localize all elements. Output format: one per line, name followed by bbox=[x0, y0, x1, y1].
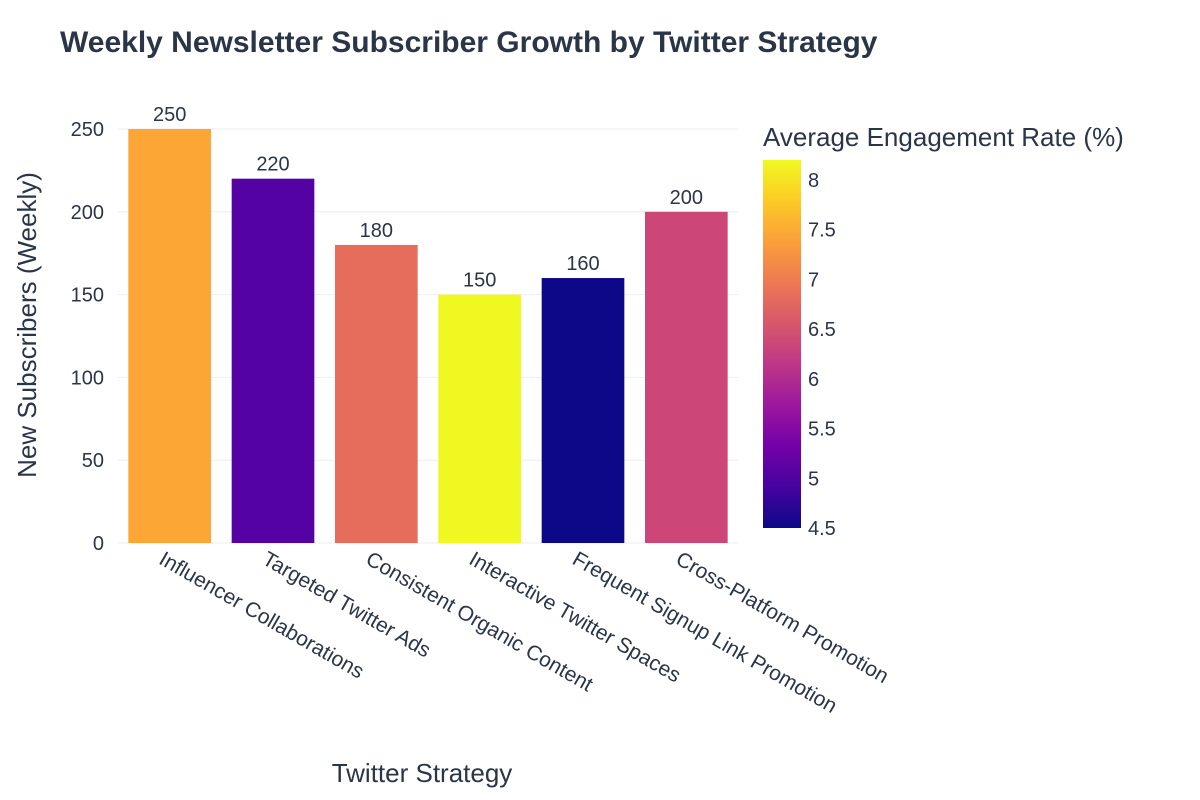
bar bbox=[541, 278, 625, 543]
chart-title: Weekly Newsletter Subscriber Growth by T… bbox=[60, 26, 878, 59]
data-label: 160 bbox=[566, 253, 599, 275]
y-axis-ticks: 0 50 100 150 200 250 bbox=[71, 119, 104, 555]
bar bbox=[645, 211, 728, 544]
y-tick-label: 100 bbox=[71, 367, 104, 389]
colorbar-tick-label: 7.5 bbox=[808, 220, 836, 242]
gridlines bbox=[118, 128, 738, 544]
colorbar-tick-label: 8 bbox=[808, 170, 819, 192]
colorbar-tick-label: 7 bbox=[808, 269, 819, 291]
data-label: 200 bbox=[670, 187, 703, 209]
colorbar: Average Engagement Rate (%) 4.5 5 5.5 6 6.5 7… bbox=[763, 122, 1124, 540]
y-tick-label: 250 bbox=[71, 119, 104, 141]
colorbar-title: Average Engagement Rate (%) bbox=[763, 122, 1124, 152]
colorbar-tick-label: 4.5 bbox=[808, 518, 836, 540]
colorbar-tick-label: 5 bbox=[808, 468, 819, 490]
bar bbox=[128, 129, 211, 543]
bar bbox=[231, 178, 315, 543]
data-label: 250 bbox=[153, 104, 186, 126]
x-axis-title: Twitter Strategy bbox=[332, 758, 513, 788]
x-tick-label: Targeted Twitter Ads bbox=[259, 547, 435, 662]
data-label: 220 bbox=[256, 154, 289, 176]
y-tick-label: 0 bbox=[93, 533, 104, 555]
colorbar-tick-label: 6 bbox=[808, 369, 819, 391]
bar bbox=[438, 294, 521, 543]
colorbar-ticks: 4.5 5 5.5 6 6.5 7 7.5 8 bbox=[808, 170, 836, 540]
data-label: 180 bbox=[360, 220, 393, 242]
y-tick-label: 50 bbox=[82, 450, 104, 472]
y-axis-title: New Subscribers (Weekly) bbox=[12, 172, 42, 478]
data-label: 150 bbox=[463, 270, 496, 292]
y-tick-label: 200 bbox=[71, 202, 104, 224]
colorbar-tick-label: 5.5 bbox=[808, 419, 836, 441]
colorbar-tick-label: 6.5 bbox=[808, 319, 836, 341]
y-tick-label: 150 bbox=[71, 285, 104, 307]
colorbar-gradient bbox=[763, 160, 801, 528]
bar bbox=[335, 244, 418, 544]
bars: 250 220 180 150 160 200 bbox=[128, 104, 728, 544]
